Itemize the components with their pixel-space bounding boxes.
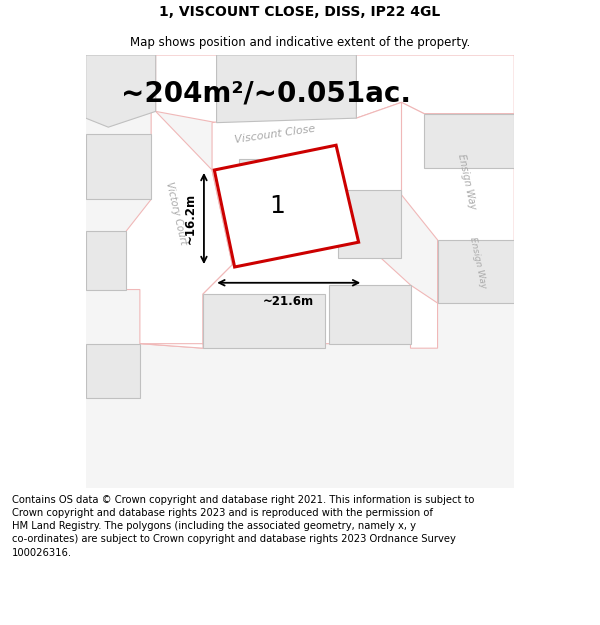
Polygon shape: [356, 55, 514, 118]
Polygon shape: [401, 102, 514, 303]
Polygon shape: [338, 190, 401, 258]
Text: ~204m²/~0.051ac.: ~204m²/~0.051ac.: [121, 79, 411, 107]
Text: Contains OS data © Crown copyright and database right 2021. This information is : Contains OS data © Crown copyright and d…: [12, 495, 475, 558]
Text: Victory Court: Victory Court: [164, 181, 188, 245]
Polygon shape: [239, 159, 309, 222]
Text: Viscount Close: Viscount Close: [234, 123, 316, 144]
Text: ~21.6m: ~21.6m: [263, 296, 314, 308]
Polygon shape: [140, 238, 437, 348]
Text: Map shows position and indicative extent of the property.: Map shows position and indicative extent…: [130, 36, 470, 49]
Polygon shape: [86, 134, 151, 199]
Text: Ensign Way: Ensign Way: [456, 152, 478, 210]
Polygon shape: [155, 55, 217, 123]
Polygon shape: [212, 102, 401, 265]
Polygon shape: [424, 114, 514, 168]
Text: 1, VISCOUNT CLOSE, DISS, IP22 4GL: 1, VISCOUNT CLOSE, DISS, IP22 4GL: [160, 5, 440, 19]
Polygon shape: [214, 145, 359, 267]
Polygon shape: [86, 344, 140, 398]
Polygon shape: [217, 55, 356, 123]
Polygon shape: [86, 55, 155, 127]
Polygon shape: [217, 55, 356, 123]
Text: Ensign Way: Ensign Way: [469, 236, 488, 289]
Text: 1: 1: [269, 194, 285, 218]
Polygon shape: [127, 111, 232, 348]
Polygon shape: [86, 231, 127, 289]
Text: ~16.2m: ~16.2m: [184, 193, 197, 244]
Polygon shape: [203, 294, 325, 348]
Polygon shape: [329, 285, 410, 344]
Polygon shape: [437, 240, 514, 303]
